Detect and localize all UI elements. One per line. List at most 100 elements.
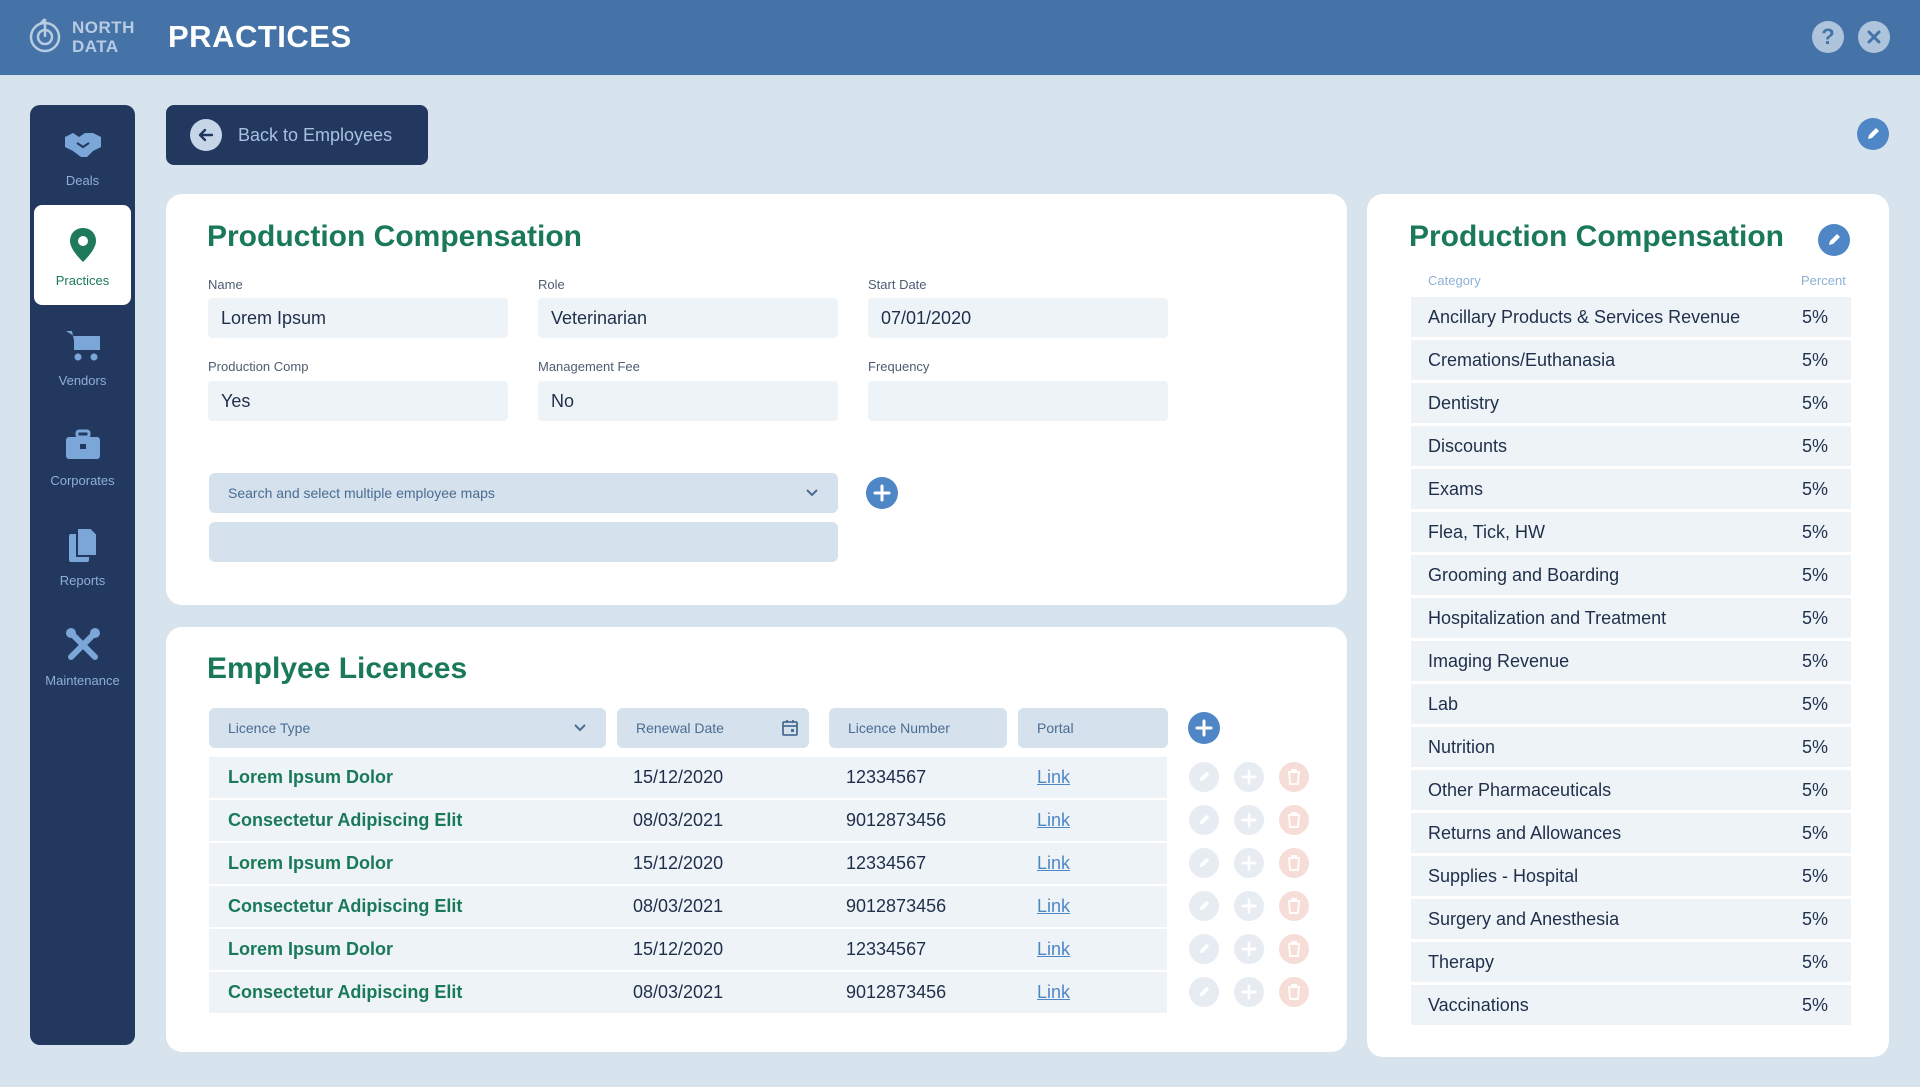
sidebar-item-maintenance[interactable]: Maintenance <box>34 605 131 705</box>
add-licence-button[interactable] <box>1188 712 1220 744</box>
add-licence-row-button[interactable] <box>1234 977 1264 1007</box>
sidebar-label-reports: Reports <box>59 573 106 588</box>
employee-maps-placeholder: Search and select multiple employee maps <box>228 485 495 501</box>
calendar-icon <box>782 720 798 736</box>
name-label: Name <box>208 277 243 292</box>
category-cell: Vaccinations <box>1428 995 1529 1015</box>
production-comp-form-title: Production Compensation <box>207 220 582 253</box>
category-cell: Imaging Revenue <box>1428 651 1570 671</box>
add-licence-row-button[interactable] <box>1234 848 1264 878</box>
sidebar-item-vendors[interactable]: Vendors <box>34 305 131 405</box>
licence-type-cell: Lorem Ipsum Dolor <box>228 853 394 873</box>
comp-row: Vaccinations 5% <box>1411 985 1851 1025</box>
comp-row: Returns and Allowances 5% <box>1411 813 1851 853</box>
close-button[interactable] <box>1858 21 1890 53</box>
delete-licence-button[interactable] <box>1279 762 1309 792</box>
category-cell: Flea, Tick, HW <box>1428 522 1546 542</box>
frequency-field[interactable] <box>868 381 1168 421</box>
renewal-date-cell: 08/03/2021 <box>633 982 724 1002</box>
plus-icon <box>1241 812 1257 828</box>
sidebar-item-deals[interactable]: Deals <box>34 105 131 205</box>
delete-licence-button[interactable] <box>1279 848 1309 878</box>
edit-licence-button[interactable] <box>1189 934 1219 964</box>
licence-row: Consectetur Adipiscing Elit 08/03/2021 901… <box>209 886 1167 927</box>
trash-icon <box>1288 769 1300 785</box>
licence-row: Lorem Ipsum Dolor 15/12/2020 12334567 Link <box>209 757 1167 798</box>
comp-row: Surgery and Anesthesia 5% <box>1411 899 1851 939</box>
frequency-label: Frequency <box>868 359 930 374</box>
renewal-date-filter[interactable]: Renewal Date <box>617 708 809 748</box>
edit-licence-button[interactable] <box>1189 891 1219 921</box>
licence-type-cell: Lorem Ipsum Dolor <box>228 767 394 787</box>
edit-licence-button[interactable] <box>1189 762 1219 792</box>
name-field[interactable]: Lorem Ipsum <box>208 298 508 338</box>
help-button[interactable]: ? <box>1812 21 1844 53</box>
portal-link[interactable]: Link <box>1037 939 1071 959</box>
comp-row: Hospitalization and Treatment 5% <box>1411 598 1851 638</box>
percent-cell: 5% <box>1802 608 1829 628</box>
licence-row: Lorem Ipsum Dolor 15/12/2020 12334567 Link <box>209 929 1167 970</box>
percent-cell: 5% <box>1802 737 1829 757</box>
portal-link[interactable]: Link <box>1037 853 1071 873</box>
role-field[interactable]: Veterinarian <box>538 298 838 338</box>
percent-cell: 5% <box>1802 651 1829 671</box>
licence-number-cell: 9012873456 <box>846 810 947 830</box>
percent-cell: 5% <box>1802 694 1829 714</box>
edit-licence-button[interactable] <box>1189 848 1219 878</box>
sidebar-item-reports[interactable]: Reports <box>34 505 131 605</box>
management-fee-label: Management Fee <box>538 359 640 374</box>
start-date-field[interactable]: 07/01/2020 <box>868 298 1168 338</box>
sidebar-item-corporates[interactable]: Corporates <box>34 405 131 505</box>
add-employee-map-button[interactable] <box>866 477 898 509</box>
portal-link[interactable]: Link <box>1037 896 1071 916</box>
pencil-icon <box>1199 814 1210 825</box>
edit-licence-button[interactable] <box>1189 977 1219 1007</box>
percent-cell: 5% <box>1802 393 1829 413</box>
selected-employee-maps-field[interactable] <box>209 522 838 562</box>
comp-row: Cremations/Euthanasia 5% <box>1411 340 1851 380</box>
close-icon <box>1867 30 1881 44</box>
comp-row: Supplies - Hospital 5% <box>1411 856 1851 896</box>
comp-row: Ancillary Products & Services Revenue 5% <box>1411 297 1851 337</box>
production-comp-field[interactable]: Yes <box>208 381 508 421</box>
sidebar: Deals Practices Vendors <box>30 105 135 1045</box>
licence-number-cell: 12334567 <box>846 853 927 873</box>
portal-filter[interactable]: Portal <box>1018 708 1168 748</box>
add-licence-row-button[interactable] <box>1234 762 1264 792</box>
delete-licence-button[interactable] <box>1279 805 1309 835</box>
edit-licence-button[interactable] <box>1189 805 1219 835</box>
plus-icon <box>1241 769 1257 785</box>
category-cell: Grooming and Boarding <box>1428 565 1620 585</box>
portal-link[interactable]: Link <box>1037 767 1071 787</box>
delete-licence-button[interactable] <box>1279 891 1309 921</box>
sidebar-item-practices[interactable]: Practices <box>34 205 131 305</box>
plus-icon <box>1195 719 1213 737</box>
licence-number-cell: 12334567 <box>846 939 927 959</box>
add-licence-row-button[interactable] <box>1234 891 1264 921</box>
trash-icon <box>1288 984 1300 1000</box>
management-fee-field[interactable]: No <box>538 381 838 421</box>
portal-link[interactable]: Link <box>1037 982 1071 1002</box>
percent-cell: 5% <box>1802 522 1829 542</box>
comp-row: Therapy 5% <box>1411 942 1851 982</box>
comp-table-edit-button[interactable] <box>1818 224 1850 256</box>
add-licence-row-button[interactable] <box>1234 934 1264 964</box>
delete-licence-button[interactable] <box>1279 934 1309 964</box>
pencil-icon <box>1199 771 1210 782</box>
map-pin-icon <box>63 225 103 265</box>
employee-maps-select[interactable]: Search and select multiple employee maps <box>209 473 838 513</box>
licence-type-filter[interactable]: Licence Type <box>209 708 606 748</box>
logo-icon <box>29 18 61 53</box>
licence-row: Lorem Ipsum Dolor 15/12/2020 12334567 Link <box>209 843 1167 884</box>
add-licence-row-button[interactable] <box>1234 805 1264 835</box>
back-to-employees-button[interactable]: Back to Employees <box>166 105 428 165</box>
percent-cell: 5% <box>1802 780 1829 800</box>
licence-number-filter[interactable]: Licence Number <box>829 708 1007 748</box>
percent-column-header: Percent <box>1801 273 1846 288</box>
delete-licence-button[interactable] <box>1279 977 1309 1007</box>
percent-cell: 5% <box>1802 350 1829 370</box>
question-icon: ? <box>1821 24 1835 49</box>
page-edit-button[interactable] <box>1857 118 1889 150</box>
percent-cell: 5% <box>1802 436 1829 456</box>
portal-link[interactable]: Link <box>1037 810 1071 830</box>
